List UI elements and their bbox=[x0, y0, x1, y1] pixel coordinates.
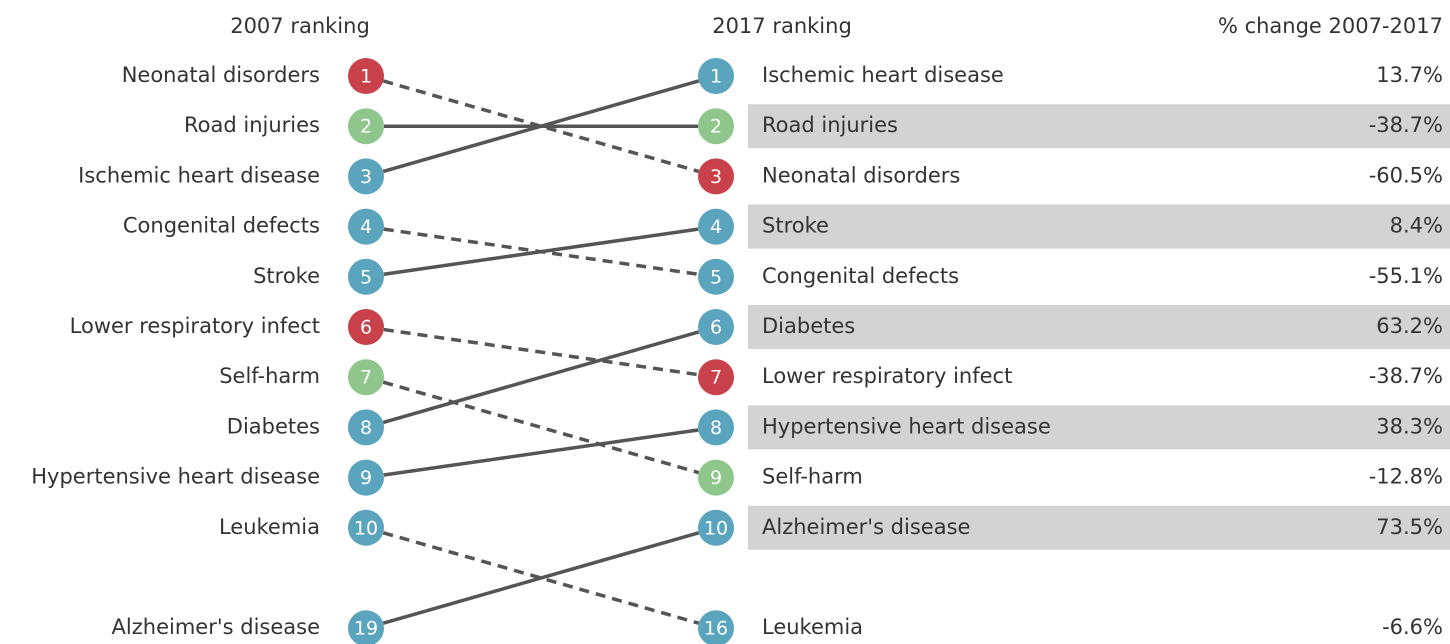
rank-circle bbox=[348, 58, 384, 94]
rank-circle bbox=[698, 309, 734, 345]
rank-circle bbox=[698, 610, 734, 644]
right-label: Self-harm bbox=[762, 465, 863, 489]
right-label: Congenital defects bbox=[762, 264, 959, 288]
left-label: Leukemia bbox=[219, 515, 320, 539]
rank-number: 4 bbox=[710, 216, 722, 238]
rank-number: 2 bbox=[360, 116, 372, 138]
change-label: 63.2% bbox=[1376, 314, 1443, 338]
change-title: % change 2007-2017 bbox=[1218, 14, 1443, 38]
change-label: 38.3% bbox=[1376, 414, 1443, 438]
slope-line bbox=[382, 531, 700, 625]
rank-circle bbox=[348, 208, 384, 245]
rank-number: 8 bbox=[360, 417, 372, 439]
rank-circle bbox=[698, 459, 734, 496]
rank-circle bbox=[698, 158, 734, 195]
left-label: Hypertensive heart disease bbox=[31, 465, 320, 489]
left-label: Road injuries bbox=[184, 113, 320, 137]
right-label: Alzheimer's disease bbox=[762, 515, 970, 539]
rank-circle bbox=[348, 359, 384, 396]
rank-number: 5 bbox=[710, 266, 722, 288]
rank-number: 8 bbox=[710, 417, 722, 439]
rank-number: 7 bbox=[710, 367, 722, 389]
left-label: Neonatal disorders bbox=[122, 63, 320, 87]
right-label: Hypertensive heart disease bbox=[762, 414, 1051, 438]
right-label: Lower respiratory infect bbox=[762, 364, 1012, 388]
slope-line bbox=[383, 327, 699, 377]
rank-number: 3 bbox=[360, 166, 372, 188]
change-label: 8.4% bbox=[1390, 214, 1443, 238]
right-label: Diabetes bbox=[762, 314, 855, 338]
rank-circle bbox=[698, 208, 734, 245]
rank-number: 6 bbox=[710, 317, 722, 339]
rank-circle bbox=[348, 309, 384, 345]
left-label: Ischemic heart disease bbox=[78, 163, 320, 187]
rank-number: 4 bbox=[360, 216, 372, 238]
right-label: Neonatal disorders bbox=[762, 163, 960, 187]
slope-line bbox=[382, 79, 700, 174]
right-title: 2017 ranking bbox=[712, 14, 852, 38]
rank-number: 19 bbox=[354, 618, 378, 640]
row-band bbox=[748, 505, 1450, 550]
rank-circle bbox=[698, 258, 734, 295]
rank-circle bbox=[348, 258, 384, 295]
rank-circle bbox=[698, 359, 734, 396]
rank-number: 9 bbox=[710, 467, 722, 489]
right-label: Leukemia bbox=[762, 615, 863, 639]
rank-circle bbox=[698, 108, 734, 145]
rank-circle bbox=[698, 409, 734, 446]
rank-circle bbox=[348, 158, 384, 195]
rank-number: 7 bbox=[360, 367, 372, 389]
rank-circle bbox=[348, 459, 384, 496]
change-label: -12.8% bbox=[1369, 465, 1443, 489]
row-band bbox=[748, 405, 1450, 450]
rank-circle bbox=[348, 409, 384, 446]
slope-line bbox=[382, 79, 700, 174]
left-label: Congenital defects bbox=[123, 214, 320, 238]
right-label: Ischemic heart disease bbox=[762, 63, 1004, 87]
rank-circle bbox=[698, 58, 734, 94]
rank-number: 10 bbox=[354, 517, 378, 539]
rank-number: 1 bbox=[710, 66, 722, 88]
left-label: Diabetes bbox=[227, 414, 320, 438]
rank-circle bbox=[348, 610, 384, 644]
rank-circle bbox=[698, 509, 734, 546]
rank-circle bbox=[348, 108, 384, 145]
rank-number: 10 bbox=[704, 517, 728, 539]
slope-line bbox=[382, 380, 700, 475]
change-label: 73.5% bbox=[1376, 515, 1443, 539]
slope-line bbox=[382, 330, 700, 425]
rank-number: 1 bbox=[360, 66, 372, 88]
left-label: Stroke bbox=[253, 264, 320, 288]
rank-number: 6 bbox=[360, 317, 372, 339]
change-label: -38.7% bbox=[1369, 113, 1443, 137]
rank-circle bbox=[348, 509, 384, 546]
rank-number: 16 bbox=[704, 618, 728, 640]
change-label: -6.6% bbox=[1382, 615, 1443, 639]
rank-number: 3 bbox=[710, 166, 722, 188]
rank-number: 2 bbox=[710, 116, 722, 138]
change-label: -38.7% bbox=[1369, 364, 1443, 388]
row-band bbox=[748, 104, 1450, 149]
change-label: -60.5% bbox=[1369, 163, 1443, 187]
row-band bbox=[748, 204, 1450, 249]
left-label: Alzheimer's disease bbox=[112, 615, 320, 639]
slope-line bbox=[383, 428, 699, 477]
left-label: Self-harm bbox=[219, 364, 320, 388]
left-title: 2007 ranking bbox=[230, 14, 370, 38]
change-label: -55.1% bbox=[1369, 264, 1443, 288]
change-label: 13.7% bbox=[1376, 63, 1443, 87]
right-label: Road injuries bbox=[762, 113, 898, 137]
slope-line bbox=[383, 227, 699, 276]
left-label: Lower respiratory infect bbox=[70, 314, 320, 338]
right-label: Stroke bbox=[762, 214, 829, 238]
row-band bbox=[748, 305, 1450, 349]
slope-line bbox=[382, 531, 700, 625]
rank-number: 9 bbox=[360, 467, 372, 489]
rank-number: 5 bbox=[360, 266, 372, 288]
